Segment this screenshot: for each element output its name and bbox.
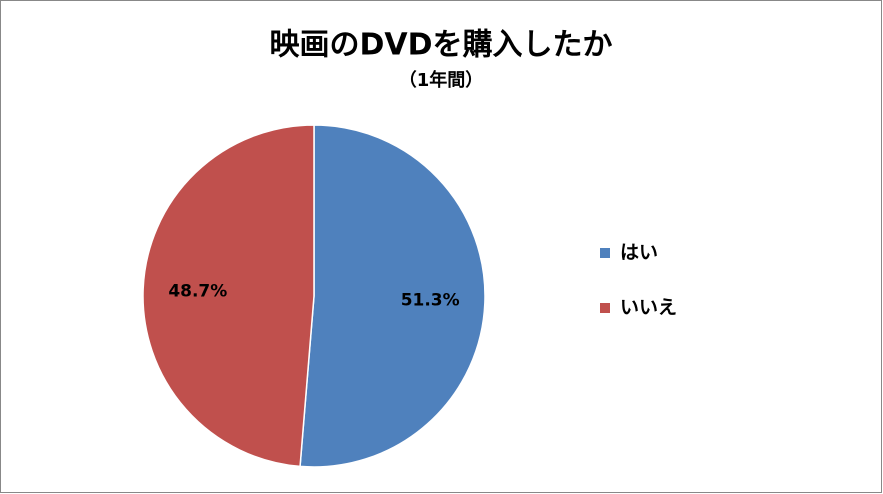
pie-slice xyxy=(142,124,315,468)
chart-title: 映画のDVDを購入したか xyxy=(269,28,612,63)
chart-subtitle: （1年間） xyxy=(399,69,484,91)
legend-label: いいえ xyxy=(620,297,677,319)
legend-swatch xyxy=(600,248,610,258)
legend-label: はい xyxy=(620,242,658,264)
data-label: 48.7% xyxy=(168,281,227,301)
legend-swatch xyxy=(600,303,610,313)
data-label: 51.3% xyxy=(401,291,460,311)
pie-slice xyxy=(299,124,486,468)
